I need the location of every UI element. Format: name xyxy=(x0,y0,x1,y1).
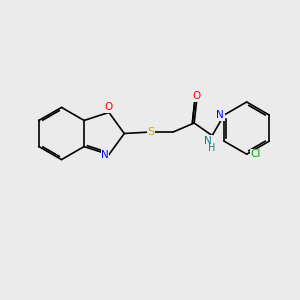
Text: S: S xyxy=(147,127,154,137)
Text: H: H xyxy=(208,143,215,153)
Text: N: N xyxy=(204,136,212,146)
Text: N: N xyxy=(101,150,109,160)
Text: N: N xyxy=(216,110,224,120)
Text: O: O xyxy=(105,102,113,112)
Text: Cl: Cl xyxy=(250,149,261,159)
Text: O: O xyxy=(192,92,201,101)
